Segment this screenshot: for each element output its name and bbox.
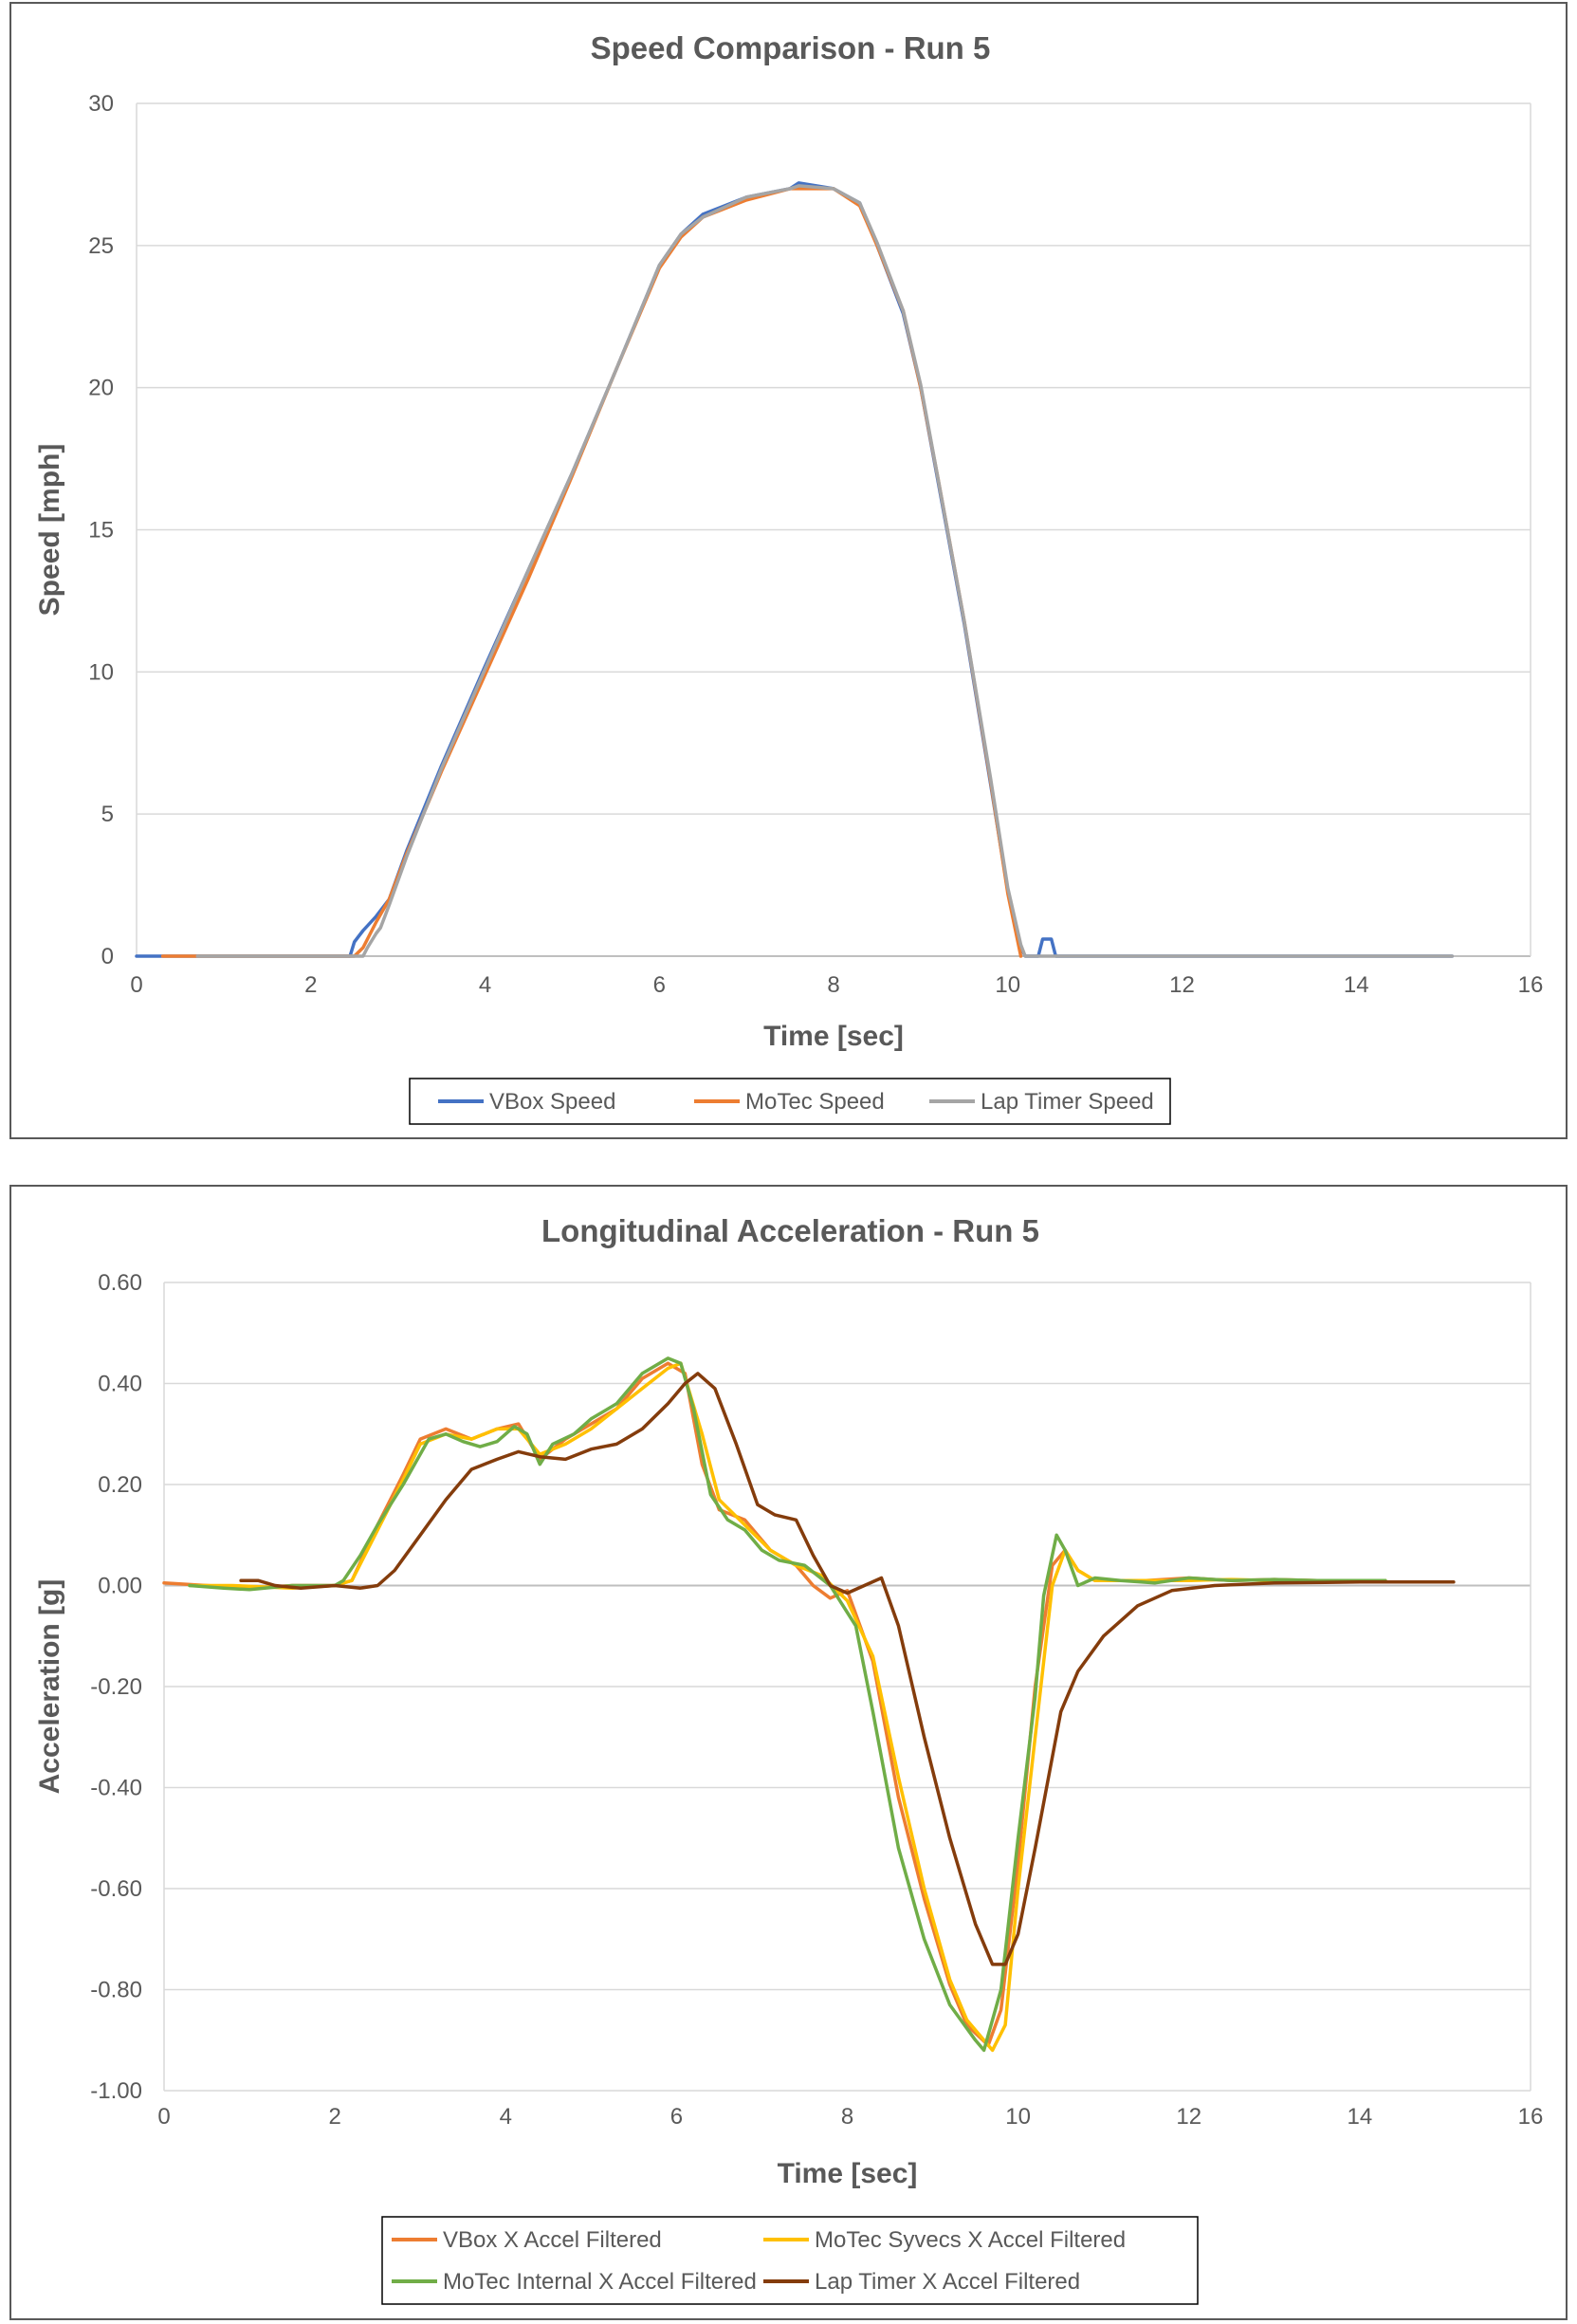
- legend-label: MoTec Speed: [745, 1089, 885, 1115]
- legend-label: VBox Speed: [489, 1089, 615, 1115]
- chart-title: Speed Comparison - Run 5: [591, 30, 991, 65]
- x-tick-label: 6: [670, 2104, 683, 2130]
- y-tick-label: 0.40: [98, 1372, 142, 1397]
- x-tick-label: 14: [1348, 2104, 1373, 2130]
- x-tick-label: 0: [130, 972, 142, 998]
- y-tick-label: 0.60: [98, 1270, 142, 1296]
- y-tick-label: 20: [88, 376, 114, 401]
- speed-chart-panel: Speed Comparison - Run 5 0 5 10 15 20 25 30 0 2 4 6…: [9, 2, 1568, 1139]
- y-tick-label: 15: [88, 518, 114, 544]
- series-line-lap-timer-x-accel-filtered: [239, 1372, 1456, 1966]
- x-tick-label: 12: [1169, 972, 1195, 998]
- series-line-motec-internal-x-accel-filtered: [188, 1356, 1387, 2053]
- y-tick-label: 0.00: [98, 1574, 142, 1599]
- x-tick-label: 16: [1518, 2104, 1544, 2130]
- series-line-motec-syvecs-x-accel-filtered: [188, 1361, 1387, 2053]
- series-line-motec-speed: [160, 187, 1023, 958]
- x-tick-label: 4: [479, 972, 491, 998]
- speed-chart: Speed Comparison - Run 5 0 5 10 15 20 25 30 0 2 4 6…: [34, 30, 1544, 1125]
- y-tick-label: -0.80: [90, 1978, 142, 2003]
- x-tick-label: 2: [328, 2104, 340, 2130]
- y-tick-label: 25: [88, 233, 114, 259]
- y-tick-label: -1.00: [90, 2078, 142, 2104]
- x-tick-label: 0: [157, 2104, 170, 2130]
- legend-label: MoTec Syvecs X Accel Filtered: [815, 2227, 1126, 2253]
- y-tick-label: 0: [101, 944, 114, 969]
- x-axis-title: Time [sec]: [778, 2158, 918, 2189]
- x-tick-label: 10: [995, 972, 1020, 998]
- x-axis-title: Time [sec]: [763, 1021, 904, 1052]
- y-tick-label: 10: [88, 659, 114, 685]
- legend-label: Lap Timer Speed: [981, 1089, 1154, 1115]
- chart-title: Longitudinal Acceleration - Run 5: [541, 1213, 1039, 1248]
- y-axis-title: Speed [mph]: [34, 444, 65, 617]
- y-tick-label: -0.40: [90, 1776, 142, 1801]
- y-tick-label: 5: [101, 802, 114, 827]
- legend-box: [409, 1078, 1171, 1125]
- x-tick-label: 16: [1518, 972, 1544, 998]
- series-line-vbox-speed: [135, 181, 1455, 958]
- x-tick-label: 8: [841, 2104, 853, 2130]
- acceleration-chart: Longitudinal Acceleration - Run 5 -1.00 -0…: [34, 1213, 1544, 2305]
- acceleration-chart-panel: Longitudinal Acceleration - Run 5 -1.00 -0…: [9, 1185, 1568, 2320]
- y-tick-label: -0.20: [90, 1674, 142, 1700]
- y-tick-label: 0.20: [98, 1472, 142, 1498]
- legend-label: MoTec Internal X Accel Filtered: [443, 2269, 757, 2295]
- legend-label: VBox X Accel Filtered: [443, 2227, 662, 2253]
- y-tick-label: -0.60: [90, 1876, 142, 1902]
- series-line-vbox-x-accel-filtered: [162, 1361, 1387, 2047]
- y-axis-title: Acceleration [g]: [34, 1579, 65, 1795]
- series-line-lap-timer-speed: [195, 184, 1455, 958]
- x-tick-label: 4: [500, 2104, 512, 2130]
- x-tick-label: 6: [653, 972, 666, 998]
- x-tick-label: 2: [304, 972, 317, 998]
- x-tick-label: 8: [827, 972, 839, 998]
- legend-box: [381, 2216, 1199, 2305]
- x-tick-label: 14: [1344, 972, 1369, 998]
- y-tick-label: 30: [88, 91, 114, 117]
- x-tick-label: 10: [1005, 2104, 1031, 2130]
- x-tick-label: 12: [1176, 2104, 1201, 2130]
- legend-label: Lap Timer X Accel Filtered: [815, 2269, 1080, 2295]
